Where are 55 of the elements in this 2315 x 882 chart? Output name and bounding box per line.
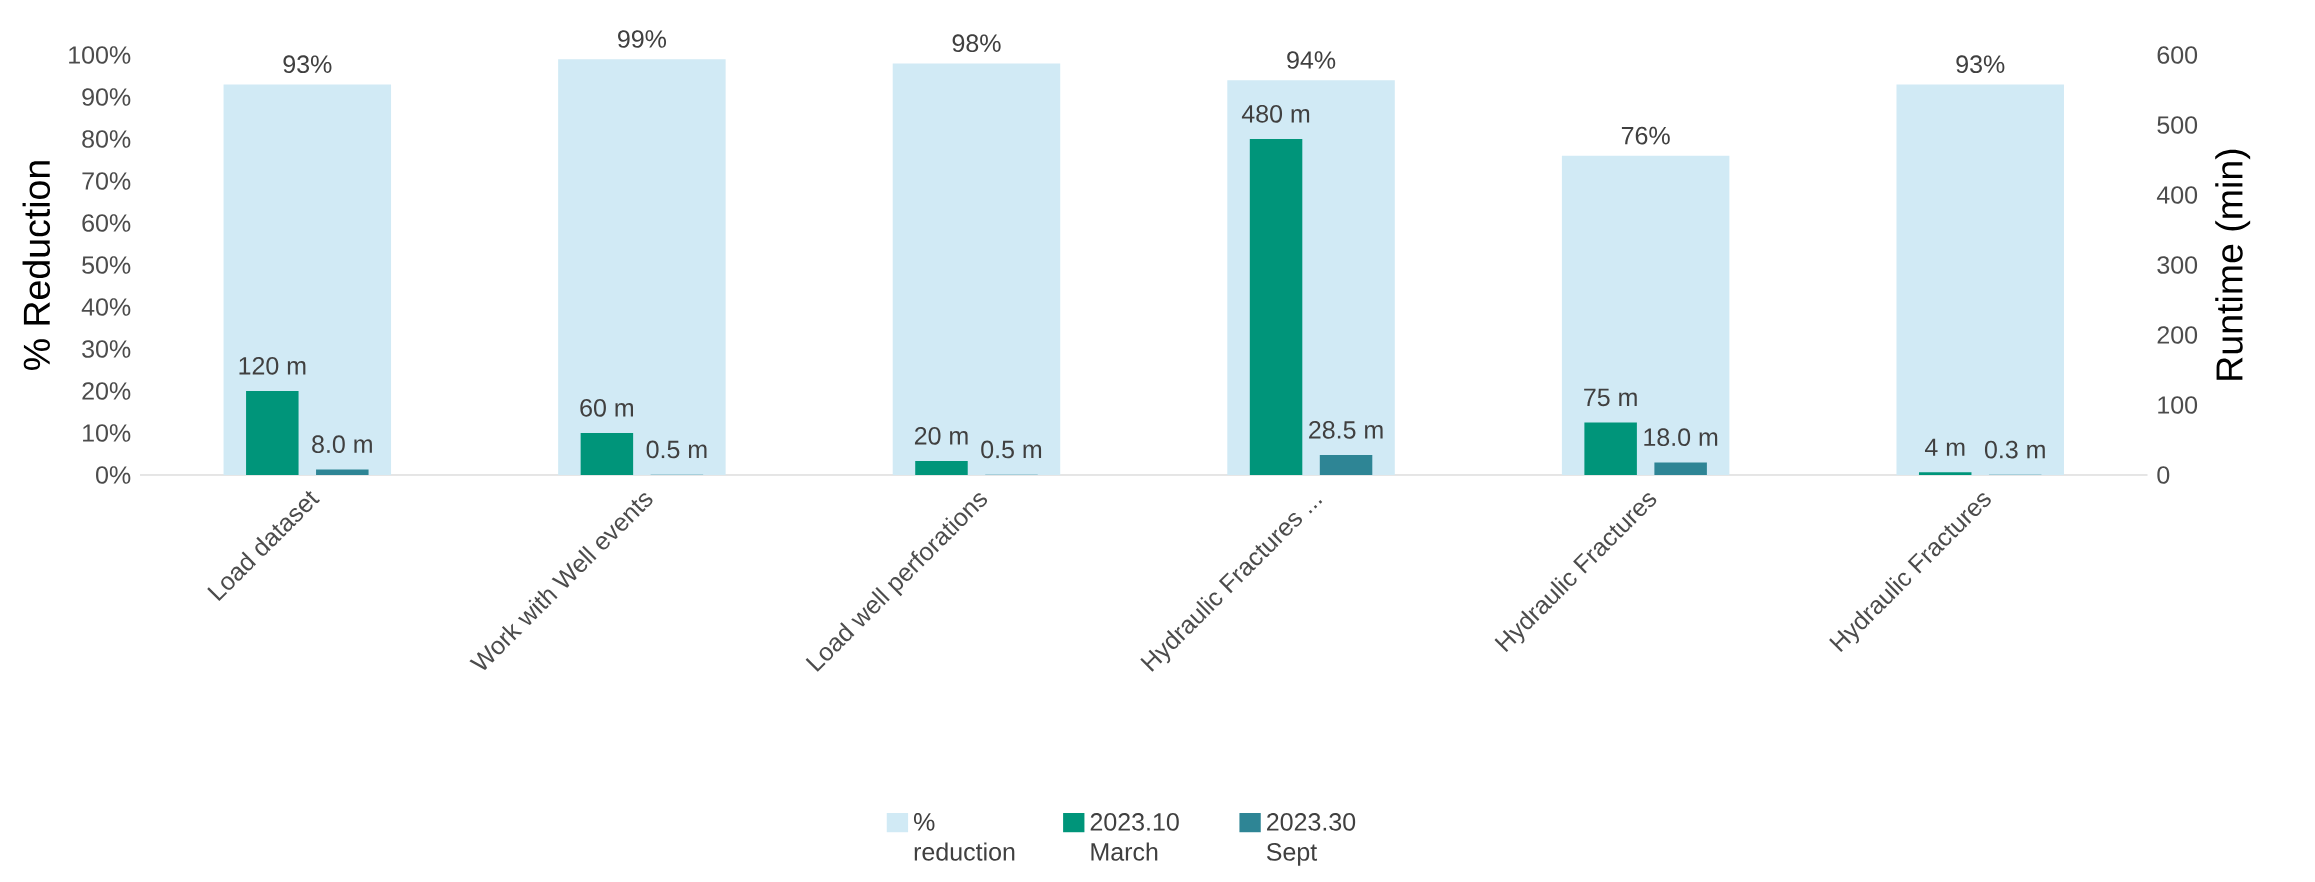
data-label: 99% [618,29,667,48]
bar [1896,84,2064,475]
y2-tick-label: 600 [2157,45,2198,64]
data-label: 94% [1287,50,1336,69]
data-label: 93% [283,55,332,73]
y2-tick-label: 200 [2157,325,2198,344]
bar [1918,471,1972,475]
y2-tick-label: 100 [2158,395,2198,414]
y2-tick-label: 0 [2157,465,2170,484]
data-label: 0.5 m [646,440,707,459]
y2-tick-label: 500 [2157,115,2198,134]
y2-tick-label: 400 [2156,185,2198,204]
y-tick-label: 60% [82,213,131,232]
y-tick-label: 50% [82,255,131,274]
data-label: 75 m [1584,388,1637,406]
data-label: 120 m [239,356,306,375]
data-label: 18.0 m [1644,428,1718,446]
y2-tick-label: 300 [2157,255,2198,274]
y-tick-label: 30% [82,339,131,358]
data-label: 4 m [1924,438,1965,456]
data-label: 93% [1956,55,2005,73]
y-tick-label: 20% [82,381,131,400]
y2-axis-title: Runtime (min) [2215,149,2251,380]
data-label: 76% [1621,126,1670,145]
y-tick-label: 80% [82,129,131,148]
bar [1654,462,1707,475]
data-label: 0.3 m [1984,440,2045,459]
y-tick-label: 0% [96,465,131,484]
bar [1561,155,1730,475]
y-tick-label: 100% [69,45,131,64]
data-label: 0.5 m [981,440,1042,459]
data-label: 60 m [580,398,633,417]
bar [1319,454,1373,475]
data-label: 8.0 m [312,435,372,453]
data-label: 98% [952,34,1001,52]
legend-label: 2023.30 Sept [1266,812,1356,866]
bar [915,460,968,475]
y-tick-label: 40% [81,297,131,316]
legend-label: % reduction [913,812,1015,861]
y-tick-label: 10% [83,423,131,442]
bar [1584,422,1637,475]
bar [892,63,1061,475]
bar [558,58,726,475]
bar [316,469,369,475]
bar [246,390,299,475]
bar [223,84,392,475]
y-tick-label: 70% [82,171,131,190]
y-axis-title: % Reduction [22,160,51,370]
data-label: 20 m [914,426,968,445]
legend-label: 2023.10 March [1090,812,1179,861]
data-label: 28.5 m [1309,420,1383,439]
bar [580,432,634,475]
data-label: 480 m [1241,104,1310,123]
y-tick-label: 90% [82,87,131,106]
bar [1249,138,1303,475]
